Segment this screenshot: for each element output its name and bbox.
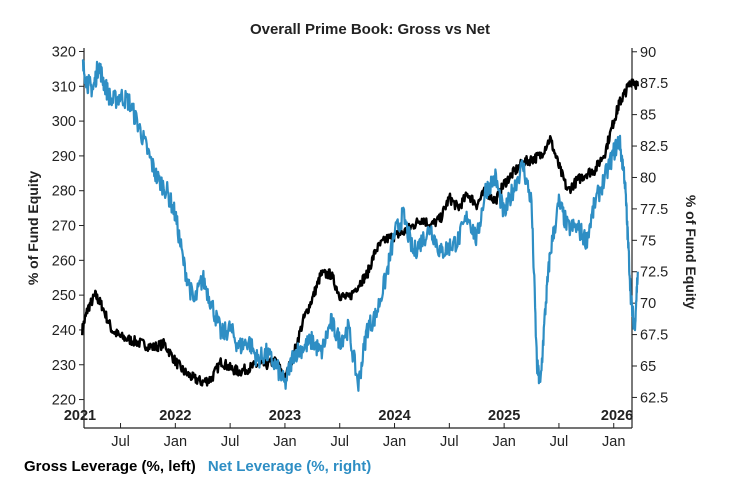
x-tick-label: Jan (164, 434, 187, 450)
y-right-tick-label: 90 (640, 45, 656, 61)
y-left-tick-label: 250 (52, 288, 76, 304)
y-right-tick-label: 70 (640, 296, 656, 312)
chart-frame (79, 48, 637, 429)
y-right-tick-label: 67.5 (640, 328, 668, 344)
y-left-tick-label: 310 (52, 79, 76, 95)
year-label: 2021 (64, 408, 96, 424)
legend: Gross Leverage (%, left) Net Leverage (%… (24, 458, 379, 475)
y-axis-left-label: % of Fund Equity (25, 171, 41, 286)
year-label: 2025 (488, 408, 520, 424)
x-tick-label: Jul (550, 434, 569, 450)
y-left-tick-label: 280 (52, 184, 76, 200)
y-right-tick-label: 72.5 (640, 265, 668, 281)
y-left-tick-label: 290 (52, 149, 76, 165)
y-right-tick-label: 82.5 (640, 139, 668, 155)
series-layer (81, 59, 639, 392)
y-right-tick-label: 65 (640, 359, 656, 375)
y-right-tick-label: 85 (640, 108, 656, 124)
y-right-tick-label: 80 (640, 170, 656, 186)
legend-gross-leverage: Gross Leverage (%, left) (24, 458, 196, 475)
x-tick-label: Jan (383, 434, 406, 450)
y-right-tick-label: 75 (640, 233, 656, 249)
x-tick-label: Jan (602, 434, 625, 450)
year-label: 2026 (601, 408, 633, 424)
y-left-tick-label: 270 (52, 219, 76, 235)
year-label: 2023 (269, 408, 301, 424)
y-right-tick-label: 77.5 (640, 202, 668, 218)
y-left-tick-label: 220 (52, 393, 76, 409)
x-tick-label: Jul (330, 434, 349, 450)
y-right-tick-label: 87.5 (640, 76, 668, 92)
y-left-tick-label: 240 (52, 323, 76, 339)
x-tick-label: Jan (492, 434, 515, 450)
chart-title: Overall Prime Book: Gross vs Net (250, 21, 490, 38)
y-right-tick-label: 62.5 (640, 390, 668, 406)
y-axis-right-label: % of Fund Equity (683, 195, 699, 310)
legend-net-leverage: Net Leverage (%, right) (207, 458, 372, 475)
x-tick-label: Jan (273, 434, 296, 450)
tick-labels: 220 230 240 250 260 270 280 290 300 310 320 62.5 65 6… (52, 44, 668, 450)
y-left-tick-label: 320 (52, 44, 76, 60)
year-label: 2022 (159, 408, 191, 424)
y-left-tick-label: 300 (52, 114, 76, 130)
gross-leverage-line (81, 78, 639, 387)
y-left-tick-label: 260 (52, 253, 76, 269)
x-tick-label: Jul (221, 434, 240, 450)
x-tick-label: Jul (111, 434, 130, 450)
net-leverage-line (81, 59, 639, 392)
year-label: 2024 (378, 408, 410, 424)
x-tick-label: Jul (440, 434, 459, 450)
y-left-tick-label: 230 (52, 358, 76, 374)
